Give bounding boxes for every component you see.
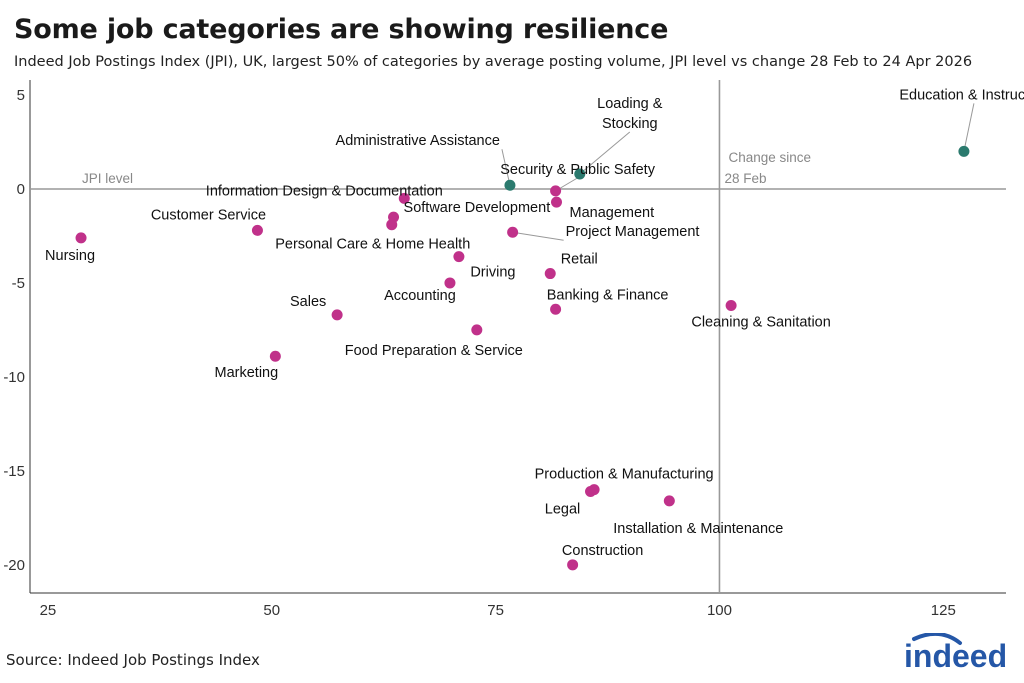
point-label: Food Preparation & Service: [345, 343, 523, 359]
point-label: Management: [570, 205, 655, 221]
leader-line: [963, 103, 975, 152]
logo-wordmark: indeed: [904, 638, 1007, 674]
point-label: Administrative Assistance: [336, 133, 500, 149]
data-point: [574, 168, 586, 180]
point-label: Customer Service: [151, 207, 266, 223]
leader-line: [512, 231, 564, 241]
point-label-line: Stocking: [602, 116, 658, 132]
point-labels: Education & Instruction Loading & Stocking…: [45, 87, 1024, 558]
data-point: [663, 495, 675, 507]
y-tick-label: -20: [3, 557, 25, 574]
data-point: [725, 299, 737, 311]
x-line-annotation: 28 Feb: [724, 171, 766, 186]
x-tick-label: 75: [487, 602, 504, 619]
data-point: [550, 185, 562, 197]
chart-subtitle: Indeed Job Postings Index (JPI), UK, lar…: [14, 54, 973, 70]
indeed-logo: indeed: [904, 633, 1007, 674]
leader-line: [501, 149, 511, 186]
data-point: [504, 179, 516, 191]
y-line-annotation: JPI level: [82, 171, 133, 186]
point-label: Personal Care & Home Health: [275, 237, 470, 253]
y-tick-label: -5: [12, 275, 25, 292]
data-point: [551, 196, 563, 208]
point-label: Production & Manufacturing: [535, 467, 714, 483]
point-label: Construction: [562, 543, 643, 559]
data-point: [75, 232, 87, 244]
data-point: [958, 145, 970, 157]
chart-title: Some job categories are showing resilien…: [14, 14, 669, 45]
y-tick-label: 0: [17, 181, 25, 198]
point-label: Banking & Finance: [547, 287, 669, 303]
data-point: [567, 559, 579, 571]
point-label: Driving: [470, 265, 515, 281]
data-point: [507, 226, 519, 238]
data-point: [453, 251, 465, 263]
data-point: [269, 350, 281, 362]
point-label: Legal: [545, 502, 580, 518]
x-tick-label: 50: [263, 602, 280, 619]
point-label: Loading & Stocking: [597, 96, 663, 132]
point-label: Security & Public Safety: [500, 162, 655, 178]
x-line-annotation: Change since: [728, 150, 811, 165]
point-label: Education & Instruction: [899, 87, 1024, 103]
point-label-line: Loading &: [597, 96, 663, 112]
point-label: Cleaning & Sanitation: [691, 314, 830, 330]
x-tick-label: 125: [931, 602, 956, 619]
y-tick-label: -15: [3, 463, 25, 480]
point-label: Marketing: [215, 365, 279, 381]
point-label: Project Management: [566, 224, 700, 240]
source-note: Source: Indeed Job Postings Index: [6, 651, 260, 669]
point-label: Installation & Maintenance: [613, 521, 783, 537]
y-tick-label: -10: [3, 369, 25, 386]
data-point: [386, 219, 398, 231]
x-tick-label: 100: [707, 602, 732, 619]
point-label: Information Design & Documentation: [206, 183, 443, 199]
data-point: [331, 309, 343, 321]
data-points: [75, 145, 970, 571]
data-point: [251, 224, 263, 236]
point-label: Sales: [290, 294, 326, 310]
data-point: [398, 192, 410, 204]
x-tick-label: 25: [40, 602, 57, 619]
y-tick-label: 5: [17, 87, 25, 104]
point-label: Nursing: [45, 248, 95, 264]
data-point: [585, 486, 597, 498]
data-point: [544, 268, 556, 280]
data-point: [444, 277, 456, 289]
point-label: Software Development: [404, 200, 551, 216]
point-label: Retail: [561, 252, 598, 268]
data-point: [550, 303, 562, 315]
data-point: [471, 324, 483, 336]
leader-line: [579, 131, 631, 175]
point-label: Accounting: [384, 288, 456, 304]
